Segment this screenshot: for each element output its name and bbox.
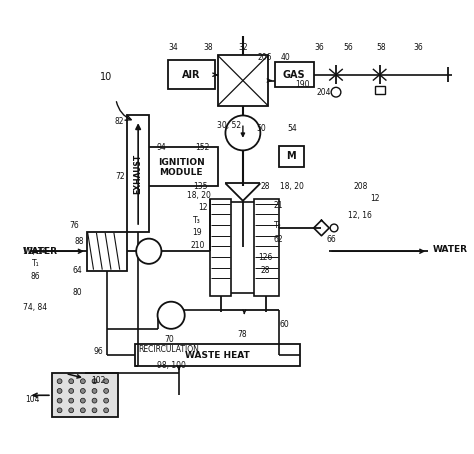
Text: 21: 21 <box>273 201 283 210</box>
Circle shape <box>92 379 97 384</box>
Bar <box>128 115 149 232</box>
Bar <box>135 345 300 366</box>
Text: 208: 208 <box>353 182 367 191</box>
Text: 60: 60 <box>280 321 290 330</box>
Text: 12: 12 <box>370 194 380 203</box>
Circle shape <box>92 398 97 403</box>
Text: 88: 88 <box>74 237 84 246</box>
Text: MODULE: MODULE <box>160 168 203 177</box>
Text: 64: 64 <box>72 266 82 275</box>
Text: 56: 56 <box>344 43 354 52</box>
Text: 135: 135 <box>193 182 208 191</box>
Bar <box>210 199 231 296</box>
Text: 34: 34 <box>168 43 178 52</box>
Circle shape <box>69 379 73 384</box>
Text: T₃: T₃ <box>193 216 201 225</box>
Text: 54: 54 <box>288 123 297 133</box>
Text: 74, 84: 74, 84 <box>23 303 47 312</box>
Circle shape <box>81 389 85 393</box>
Text: 50: 50 <box>256 123 266 133</box>
Bar <box>87 232 128 271</box>
Text: RECIRCULATION: RECIRCULATION <box>139 345 200 354</box>
Text: WASTE HEAT: WASTE HEAT <box>185 350 250 360</box>
Bar <box>254 199 279 296</box>
Circle shape <box>57 379 62 384</box>
Circle shape <box>81 379 85 384</box>
Text: 10: 10 <box>100 72 112 82</box>
Circle shape <box>69 389 73 393</box>
Text: 86: 86 <box>30 272 40 281</box>
Text: T₂: T₂ <box>274 221 282 230</box>
Bar <box>145 148 218 186</box>
Text: 32: 32 <box>238 43 248 52</box>
Circle shape <box>92 408 97 413</box>
Circle shape <box>330 224 338 232</box>
Text: 98, 100: 98, 100 <box>157 361 185 370</box>
Text: EXHAUST: EXHAUST <box>134 153 143 194</box>
Text: T₁: T₁ <box>32 259 39 268</box>
Text: 96: 96 <box>93 347 103 355</box>
Text: 104: 104 <box>25 395 40 404</box>
Bar <box>52 374 118 417</box>
Text: 19: 19 <box>192 228 202 237</box>
Text: 206: 206 <box>258 53 273 62</box>
Text: M: M <box>287 151 296 161</box>
Text: WATER: WATER <box>433 245 468 254</box>
Text: IGNITION: IGNITION <box>158 158 205 167</box>
Bar <box>275 62 314 87</box>
Bar <box>279 146 304 167</box>
Text: 66: 66 <box>326 235 336 244</box>
Text: 204: 204 <box>316 88 331 97</box>
Text: 12, 16: 12, 16 <box>348 211 372 220</box>
Text: 18, 20: 18, 20 <box>281 182 304 191</box>
Text: AIR: AIR <box>182 70 201 80</box>
Text: 58: 58 <box>377 43 386 52</box>
Text: 210: 210 <box>190 241 204 250</box>
Text: 18, 20: 18, 20 <box>187 192 211 201</box>
Circle shape <box>57 389 62 393</box>
Text: 190: 190 <box>295 80 310 89</box>
Text: 72: 72 <box>115 172 125 181</box>
Circle shape <box>104 389 109 393</box>
Text: 28: 28 <box>260 182 270 191</box>
Text: 80: 80 <box>72 288 82 297</box>
Text: 70: 70 <box>164 335 174 344</box>
Text: 28: 28 <box>260 266 270 275</box>
Text: 38: 38 <box>203 43 213 52</box>
Bar <box>168 60 215 89</box>
Circle shape <box>104 379 109 384</box>
Bar <box>218 55 268 106</box>
Text: 76: 76 <box>69 221 79 230</box>
Circle shape <box>69 408 73 413</box>
Text: 12, 14: 12, 14 <box>23 247 47 256</box>
Circle shape <box>57 398 62 403</box>
Circle shape <box>57 408 62 413</box>
Text: 94: 94 <box>156 143 166 152</box>
Text: 152: 152 <box>195 143 210 152</box>
Text: 30, 52: 30, 52 <box>217 121 241 130</box>
Circle shape <box>136 239 162 264</box>
Text: WATER: WATER <box>23 247 58 256</box>
Text: GAS: GAS <box>283 70 306 80</box>
Circle shape <box>226 115 260 150</box>
Text: 126: 126 <box>258 252 273 262</box>
Circle shape <box>69 398 73 403</box>
Text: 102: 102 <box>91 376 106 385</box>
Text: 82: 82 <box>115 117 125 126</box>
Circle shape <box>92 389 97 393</box>
Text: 62: 62 <box>273 235 283 244</box>
Text: 40: 40 <box>281 53 291 62</box>
Circle shape <box>331 87 341 97</box>
Text: 36: 36 <box>414 43 423 52</box>
Bar <box>375 86 384 94</box>
Circle shape <box>81 408 85 413</box>
Circle shape <box>104 408 109 413</box>
Circle shape <box>104 398 109 403</box>
Text: 36: 36 <box>315 43 324 52</box>
Text: 12: 12 <box>199 203 208 212</box>
Circle shape <box>81 398 85 403</box>
Text: 78: 78 <box>237 330 247 339</box>
Circle shape <box>157 302 185 329</box>
